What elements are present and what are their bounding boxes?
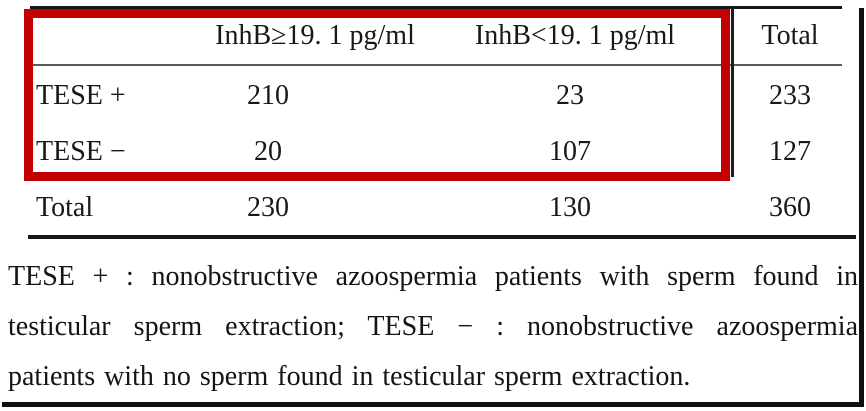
table-cell: 233 — [769, 80, 811, 111]
row-label-tese-plus: TESE + — [36, 80, 126, 111]
column-header-total: Total — [761, 20, 819, 51]
table-header-rule — [30, 64, 842, 66]
column-header-inhb-high: InhB≥19. 1 pg/ml — [215, 20, 415, 51]
table-cell: 230 — [247, 192, 289, 223]
table-bottom-rule — [28, 235, 856, 239]
highlight-rectangle — [24, 9, 730, 181]
row-label-total: Total — [36, 192, 94, 223]
table-cell: 210 — [247, 80, 289, 111]
table-cell: 107 — [549, 136, 591, 167]
table-cell: 130 — [549, 192, 591, 223]
table-cell: 360 — [769, 192, 811, 223]
figure-frame-bottom — [2, 402, 864, 407]
total-column-separator — [731, 8, 734, 177]
table-top-rule — [30, 6, 842, 9]
column-header-inhb-low: InhB<19. 1 pg/ml — [474, 20, 676, 51]
row-label-tese-minus: TESE − — [36, 136, 126, 167]
footnote-line-2: testicular sperm extraction; TESE − : no… — [8, 311, 858, 342]
table-cell: 127 — [769, 136, 811, 167]
figure-frame-right — [859, 8, 864, 407]
footnote-line-1: TESE + : nonobstructive azoospermia pati… — [8, 261, 858, 292]
table-cell: 20 — [254, 136, 282, 167]
table-cell: 23 — [556, 80, 584, 111]
footnote-line-3: patients with no sperm found in testicul… — [8, 361, 691, 392]
